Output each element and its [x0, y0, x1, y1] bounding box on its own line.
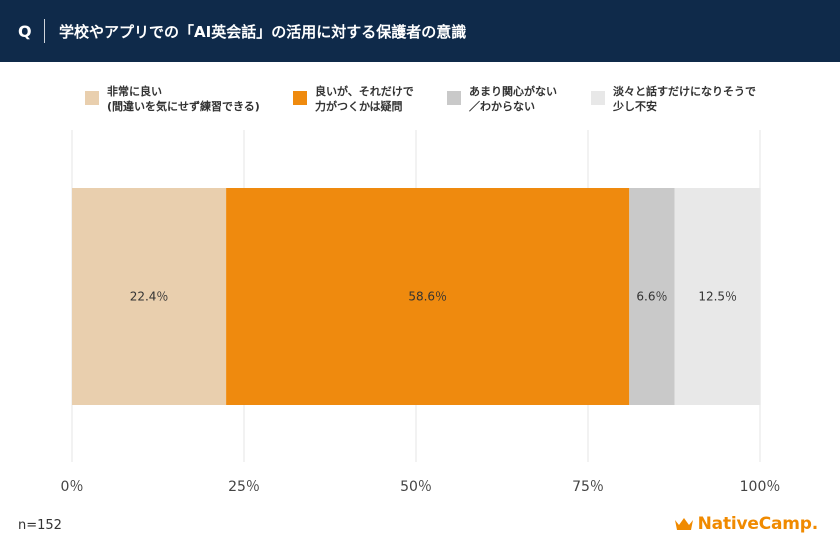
legend-label-line: (間違いを気にせず練習できる) — [107, 100, 260, 113]
legend-swatch — [85, 91, 99, 105]
legend-label-line: 力がつくかは疑問 — [315, 100, 403, 113]
crown-icon — [674, 518, 693, 530]
brand-logo: NativeCamp. — [674, 514, 818, 534]
legend-label-line: 淡々と話すだけになりそうで — [613, 85, 756, 98]
bar-segment — [72, 188, 227, 405]
data-label: 6.6％ — [636, 290, 667, 304]
legend-label-line: あまり関心がない — [469, 85, 557, 98]
sample-size: n=152 — [18, 518, 62, 533]
legend-label: あまり関心がない ／わからない — [469, 84, 557, 114]
question-mark: Q — [18, 21, 32, 41]
bar-segment — [674, 188, 761, 405]
legend-item: 淡々と話すだけになりそうで 少し不安 — [591, 84, 756, 114]
legend-swatch — [447, 91, 461, 105]
question-header: Q 学校やアプリでの「AI英会話」の活用に対する保護者の意識 — [0, 0, 840, 62]
legend-item: あまり関心がない ／わからない — [447, 84, 557, 114]
x-tick-label: 0％ — [61, 479, 84, 495]
data-label: 12.5％ — [698, 290, 737, 304]
bar-segment — [226, 188, 630, 405]
x-tick-label: 25％ — [228, 479, 260, 495]
legend-item: 非常に良い (間違いを気にせず練習できる) — [85, 84, 260, 114]
brand-name: NativeCamp. — [697, 514, 819, 534]
x-tick-label: 75％ — [572, 479, 604, 495]
legend-label: 非常に良い (間違いを気にせず練習できる) — [107, 84, 260, 114]
legend-label-line: 少し不安 — [613, 100, 657, 113]
chart-legend: 非常に良い (間違いを気にせず練習できる) 良いが、それだけで 力がつくかは疑問 あまり… — [0, 80, 840, 120]
legend-label-line: 非常に良い — [107, 85, 162, 98]
legend-label-line: ／わからない — [469, 100, 535, 113]
legend-swatch — [591, 91, 605, 105]
data-label: 22.4％ — [130, 290, 169, 304]
x-tick-label: 50％ — [400, 479, 432, 495]
legend-label-line: 良いが、それだけで — [315, 85, 414, 98]
legend-item: 良いが、それだけで 力がつくかは疑問 — [293, 84, 414, 114]
legend-swatch — [293, 91, 307, 105]
stacked-bar-chart: 22.4％ 58.6％ 6.6％ 12.5％ 0％ 25％ 50％ 75％ 100％ — [61, 130, 781, 495]
header-divider — [44, 19, 45, 43]
x-tick-label: 100％ — [740, 479, 781, 495]
question-title: 学校やアプリでの「AI英会話」の活用に対する保護者の意識 — [59, 22, 467, 41]
legend-label: 良いが、それだけで 力がつくかは疑問 — [315, 84, 414, 114]
bar-segment — [629, 188, 675, 405]
legend-label: 淡々と話すだけになりそうで 少し不安 — [613, 84, 756, 114]
data-label: 58.6％ — [408, 290, 447, 304]
